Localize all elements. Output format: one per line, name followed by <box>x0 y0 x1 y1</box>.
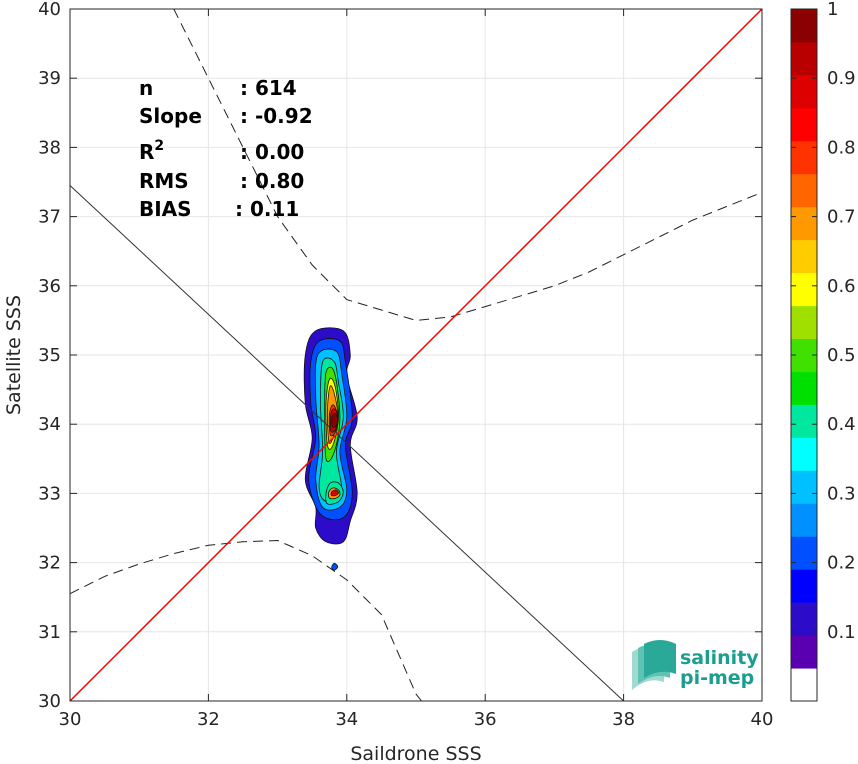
colorbar-band-14 <box>791 206 817 241</box>
x-tick-label-4: 38 <box>612 709 635 730</box>
x-axis-title: Saildrone SSS <box>350 743 481 764</box>
x-tick-label-3: 36 <box>474 709 497 730</box>
y-tick-label-5: 35 <box>38 345 61 366</box>
colorbar-tick-label-4: 0.5 <box>827 345 856 366</box>
colorbar-band-18 <box>791 74 817 109</box>
colorbar-tick-label-7: 0.8 <box>827 137 856 158</box>
y-tick-label-0: 30 <box>38 691 61 712</box>
logo-line1: salinity <box>680 647 759 669</box>
y-tick-label-10: 40 <box>38 0 61 20</box>
identity-line <box>69 8 763 702</box>
density-contours <box>303 327 358 571</box>
colorbar-tick-label-0: 0.1 <box>827 622 856 643</box>
density-contour-13 <box>331 562 339 571</box>
x-tick-label-1: 32 <box>197 709 220 730</box>
stat-label-3: RMS <box>139 169 189 193</box>
x-tick-label-2: 34 <box>335 709 358 730</box>
stat-label-0: n <box>139 76 153 100</box>
y-tick-label-7: 37 <box>38 207 61 228</box>
density-contour-9 <box>331 413 339 429</box>
logo-line2: pi-mep <box>680 667 754 689</box>
stat-value-1: : -0.92 <box>240 104 313 128</box>
x-tick-label-0: 30 <box>59 709 82 730</box>
colorbar-band-6 <box>791 470 817 504</box>
y-tick-label-8: 38 <box>38 137 61 158</box>
colorbar-band-5 <box>791 503 817 537</box>
colorbar-band-1 <box>791 635 817 669</box>
colorbar-tick-label-6: 0.7 <box>827 207 856 228</box>
y-tick-label-1: 31 <box>38 622 61 643</box>
colorbar-band-4 <box>791 536 817 570</box>
stats-box: n : 614 Slope : -0.92 R2 : 0.00 RMS : 0.80 BIAS:… <box>139 76 313 221</box>
y-axis-title: Satellite SSS <box>3 295 25 415</box>
stat-superscript-2: 2 <box>154 138 164 154</box>
stat-label-1: Slope <box>139 104 202 128</box>
logo-waves-icon <box>632 640 676 690</box>
colorbar-tick-label-2: 0.3 <box>827 483 856 504</box>
colorbar-band-3 <box>791 569 817 603</box>
colorbar-band-9 <box>791 371 817 405</box>
reference-lines <box>69 8 763 702</box>
stat-value-3: : 0.80 <box>240 169 304 193</box>
colorbar-band-20 <box>791 9 817 43</box>
colorbar-band-16 <box>791 140 817 175</box>
stat-label-2: R2 <box>139 138 164 164</box>
stat-value-0: : 614 <box>240 76 297 100</box>
colorbar-band-8 <box>791 404 817 438</box>
colorbar: 0.1 0.2 0.3 0.4 0.5 0.6 0.7 0.8 0.9 1 <box>790 0 856 702</box>
y-tick-label-3: 33 <box>38 483 61 504</box>
colorbar-band-0 <box>791 668 817 702</box>
regression-line <box>69 185 624 702</box>
y-tick-label-6: 36 <box>38 276 61 297</box>
confidence-bound-lower <box>69 539 422 702</box>
density-contour-12 <box>330 489 339 497</box>
salinity-pi-mep-logo: salinity pi-mep <box>632 640 759 690</box>
y-tick-label-2: 32 <box>38 553 61 574</box>
colorbar-tick-label-3: 0.4 <box>827 414 856 435</box>
colorbar-band-7 <box>791 437 817 471</box>
colorbar-tick-label-9: 1 <box>827 0 838 20</box>
stat-value-4: : 0.11 <box>235 197 299 221</box>
colorbar-band-15 <box>791 173 817 208</box>
colorbar-band-2 <box>791 602 817 636</box>
stat-label-4: BIAS <box>139 197 192 221</box>
x-tick-label-5: 40 <box>751 709 774 730</box>
y-tick-label-9: 39 <box>38 68 61 89</box>
colorbar-band-13 <box>791 239 817 274</box>
colorbar-tick-label-8: 0.9 <box>827 68 856 89</box>
colorbar-band-19 <box>791 41 817 76</box>
colorbar-tick-label-5: 0.6 <box>827 276 856 297</box>
y-tick-label-4: 34 <box>38 414 61 435</box>
confidence-bound-upper <box>173 8 763 321</box>
colorbar-tick-label-1: 0.2 <box>827 553 856 574</box>
axis-ticks: 30 32 34 36 38 40 30 31 32 33 34 35 36 37 38 39 40 <box>38 0 773 730</box>
colorbar-band-17 <box>791 107 817 142</box>
colorbar-band-11 <box>791 305 817 340</box>
stat-value-2: : 0.00 <box>240 140 304 164</box>
colorbar-band-12 <box>791 272 817 307</box>
